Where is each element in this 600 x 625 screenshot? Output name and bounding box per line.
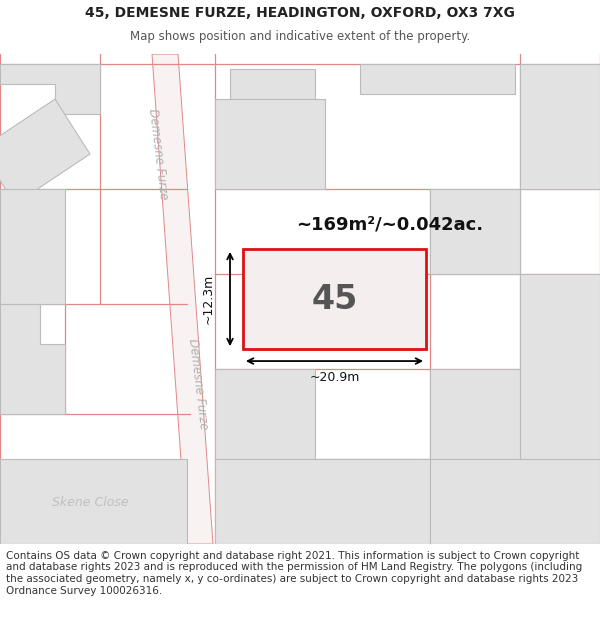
Polygon shape bbox=[0, 99, 90, 204]
Bar bbox=[230, 69, 315, 139]
Text: 45: 45 bbox=[311, 282, 358, 316]
Text: ~169m²/~0.042ac.: ~169m²/~0.042ac. bbox=[296, 215, 484, 233]
Text: Map shows position and indicative extent of the property.: Map shows position and indicative extent… bbox=[130, 30, 470, 43]
Polygon shape bbox=[0, 189, 65, 304]
Text: ~20.9m: ~20.9m bbox=[310, 371, 359, 384]
Text: 45, DEMESNE FURZE, HEADINGTON, OXFORD, OX3 7XG: 45, DEMESNE FURZE, HEADINGTON, OXFORD, O… bbox=[85, 6, 515, 20]
Text: Demesne Furze: Demesne Furze bbox=[146, 107, 170, 201]
Bar bbox=[430, 189, 520, 274]
Polygon shape bbox=[360, 64, 515, 94]
Text: Skene Close: Skene Close bbox=[52, 496, 128, 509]
Bar bbox=[520, 64, 600, 189]
Polygon shape bbox=[152, 54, 213, 544]
Bar bbox=[243, 249, 426, 349]
Polygon shape bbox=[0, 304, 65, 414]
Bar bbox=[215, 369, 315, 459]
Polygon shape bbox=[0, 64, 100, 114]
Bar bbox=[215, 459, 430, 544]
Bar bbox=[430, 369, 520, 459]
Text: Demesne Furze: Demesne Furze bbox=[186, 338, 210, 431]
Polygon shape bbox=[0, 459, 187, 544]
Text: Contains OS data © Crown copyright and database right 2021. This information is : Contains OS data © Crown copyright and d… bbox=[6, 551, 582, 596]
Bar bbox=[215, 99, 325, 189]
Bar bbox=[430, 459, 600, 544]
Bar bbox=[520, 274, 600, 459]
Text: ~12.3m: ~12.3m bbox=[202, 274, 215, 324]
